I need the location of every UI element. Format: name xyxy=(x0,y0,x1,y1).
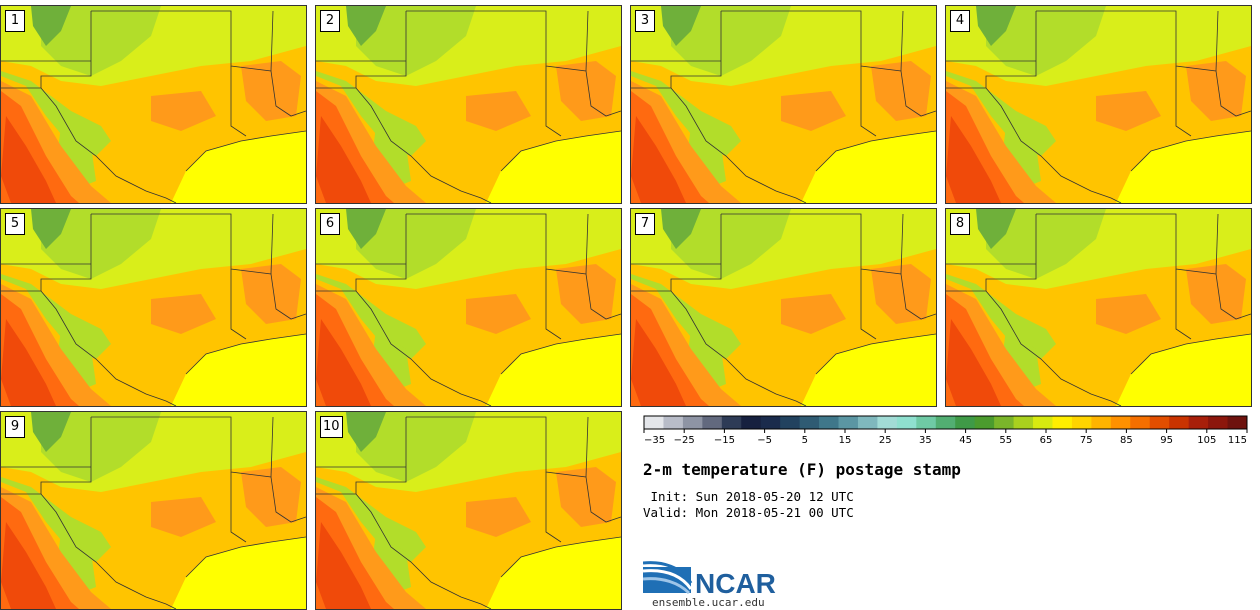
colorbar-segment xyxy=(702,416,723,429)
temperature-map xyxy=(631,6,936,203)
colorbar-segment xyxy=(1169,416,1190,429)
colorbar-tick-label: 95 xyxy=(1160,435,1173,446)
colorbar-segment xyxy=(994,416,1015,429)
colorbar-tick-label: 5 xyxy=(802,435,808,446)
colorbar-segment xyxy=(1013,416,1034,429)
panel-number-label: 1 xyxy=(5,10,25,32)
plot-title: 2-m temperature (F) postage stamp xyxy=(643,460,961,479)
colorbar-tick-label: 75 xyxy=(1080,435,1093,446)
colorbar-segment xyxy=(760,416,781,429)
ncar-logo: NCAR xyxy=(643,561,776,598)
colorbar-segment xyxy=(1130,416,1151,429)
map-panel: 1 xyxy=(0,5,307,204)
panel-number-label: 4 xyxy=(950,10,970,32)
colorbar-segment xyxy=(819,416,840,429)
temperature-map xyxy=(1,6,306,203)
colorbar-segment xyxy=(857,416,878,429)
valid-time: Valid: Mon 2018-05-21 00 UTC xyxy=(643,505,854,520)
colorbar-tick-label: 105 xyxy=(1197,435,1216,446)
colorbar-segment xyxy=(1149,416,1170,429)
colorbar-segment xyxy=(663,416,684,429)
colorbar-tick-label: 35 xyxy=(919,435,932,446)
colorbar-segment xyxy=(1033,416,1053,429)
colorbar-tick-label: −25 xyxy=(674,435,695,446)
colorbar-segment xyxy=(741,416,762,429)
colorbar-segment xyxy=(1110,416,1131,429)
url-text: ensemble.ucar.edu xyxy=(652,596,765,609)
ncar-logo-text: NCAR xyxy=(695,568,776,598)
colorbar-segment xyxy=(799,416,820,429)
colorbar-frame xyxy=(643,415,1248,430)
colorbar-segment xyxy=(1091,416,1112,429)
colorbar-tick-label: 85 xyxy=(1120,435,1133,446)
temperature-map xyxy=(1,209,306,406)
map-panel: 10 xyxy=(315,411,622,610)
panel-number-label: 3 xyxy=(635,10,655,32)
map-panel: 2 xyxy=(315,5,622,204)
colorbar-segment xyxy=(935,416,956,429)
colorbar-segment xyxy=(1071,416,1092,429)
map-panel: 4 xyxy=(945,5,1252,204)
colorbar-segment xyxy=(916,416,937,429)
temperature-map xyxy=(316,209,621,406)
panel-number-label: 2 xyxy=(320,10,340,32)
temperature-map xyxy=(946,6,1251,203)
colorbar-segment xyxy=(682,416,703,429)
colorbar-segment xyxy=(896,416,917,429)
panel-number-label: 8 xyxy=(950,213,970,235)
colorbar-tick-label: 45 xyxy=(959,435,972,446)
colorbar-tick-label: −5 xyxy=(757,435,772,446)
init-time: Init: Sun 2018-05-20 12 UTC xyxy=(643,489,854,504)
temperature-map xyxy=(631,209,936,406)
colorbar-segment xyxy=(1208,416,1229,429)
map-panel: 9 xyxy=(0,411,307,610)
colorbar-segment xyxy=(780,416,801,429)
colorbar-segment xyxy=(877,416,898,429)
temperature-map xyxy=(1,412,306,609)
map-panel: 6 xyxy=(315,208,622,407)
colorbar-segment xyxy=(955,416,976,429)
panel-number-label: 6 xyxy=(320,213,340,235)
panel-number-label: 9 xyxy=(5,416,25,438)
map-panel: 8 xyxy=(945,208,1252,407)
map-panel: 5 xyxy=(0,208,307,407)
temperature-colorbar: −35 −25 −15 −5 5 15 25 35 45 55 65 75 85 95 105 115 xyxy=(643,415,1248,446)
temperature-map xyxy=(316,412,621,609)
colorbar-tick-label: 115 xyxy=(1228,435,1247,446)
colorbar-segment xyxy=(644,416,664,429)
temperature-map xyxy=(316,6,621,203)
panel-number-label: 5 xyxy=(5,213,25,235)
colorbar-segment xyxy=(974,416,995,429)
map-panel: 3 xyxy=(630,5,937,204)
panel-number-label: 10 xyxy=(320,416,343,438)
colorbar-tick-label: 65 xyxy=(1040,435,1053,446)
temperature-map xyxy=(946,209,1251,406)
colorbar-segment xyxy=(1227,416,1248,429)
colorbar-segment xyxy=(1188,416,1209,429)
colorbar-segment xyxy=(838,416,859,429)
colorbar-tick-label: 15 xyxy=(839,435,852,446)
colorbar-tick-label: 55 xyxy=(999,435,1012,446)
colorbar-segment xyxy=(1052,416,1073,429)
colorbar-tick-label: −35 xyxy=(644,435,665,446)
colorbar-tick-label: −15 xyxy=(714,435,735,446)
map-panel: 7 xyxy=(630,208,937,407)
colorbar-tick-label: 25 xyxy=(879,435,892,446)
colorbar-segment xyxy=(721,416,742,429)
panel-number-label: 7 xyxy=(635,213,655,235)
